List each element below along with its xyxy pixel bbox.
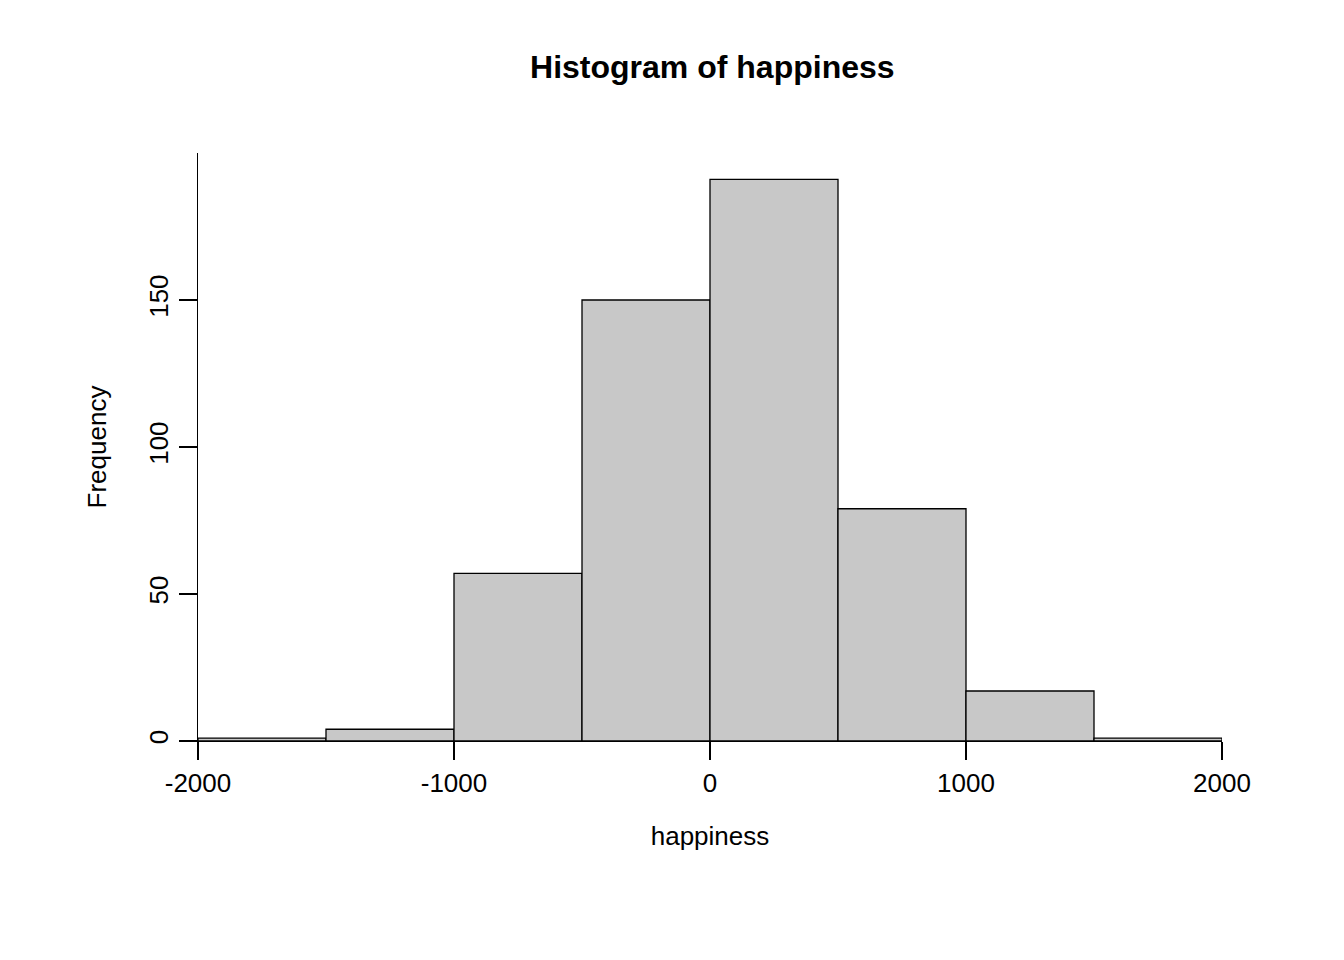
svg-text:50: 50: [144, 576, 174, 605]
svg-text:2000: 2000: [1193, 768, 1251, 798]
svg-text:happiness: happiness: [651, 821, 770, 851]
svg-text:150: 150: [144, 274, 174, 317]
svg-text:0: 0: [703, 768, 717, 798]
svg-text:Frequency: Frequency: [82, 386, 112, 509]
svg-text:-2000: -2000: [165, 768, 232, 798]
svg-text:-1000: -1000: [421, 768, 488, 798]
svg-text:Histogram of happiness: Histogram of happiness: [530, 49, 895, 85]
svg-text:1000: 1000: [937, 768, 995, 798]
svg-text:0: 0: [144, 730, 174, 744]
svg-text:100: 100: [144, 421, 174, 464]
